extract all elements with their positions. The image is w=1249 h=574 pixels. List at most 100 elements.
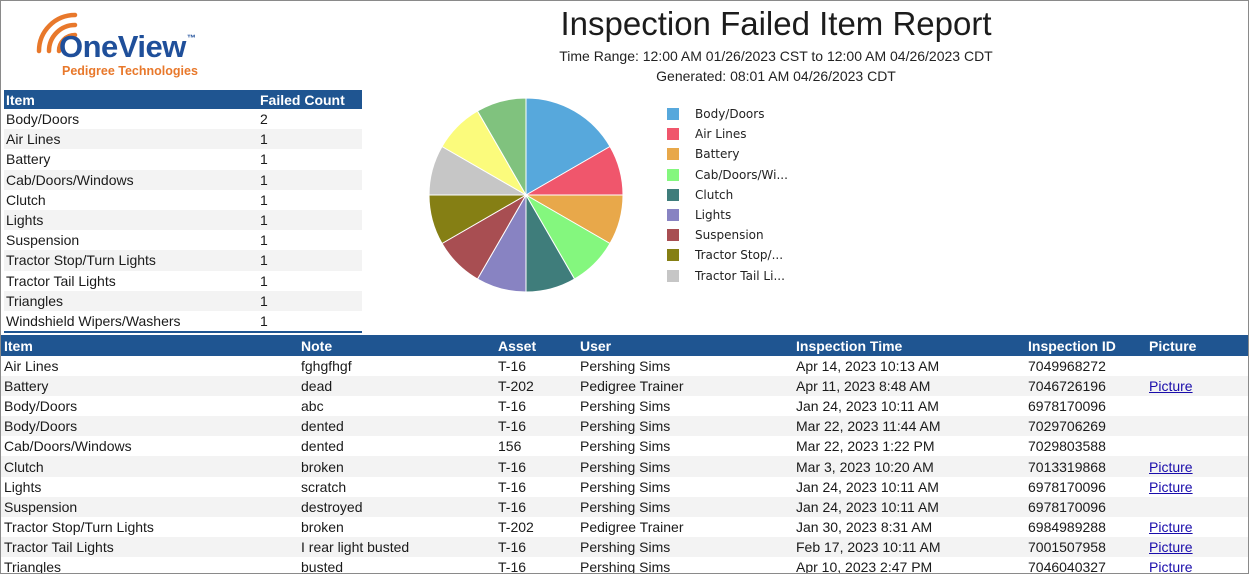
detail-inspection-id-cell: 7013319868	[1025, 456, 1146, 477]
picture-link[interactable]: Picture	[1149, 458, 1193, 475]
detail-item-cell: Tractor Tail Lights	[1, 536, 298, 557]
detail-inspection-time-cell: Mar 22, 2023 1:22 PM	[796, 438, 935, 455]
detail-table: Item Note Asset User Inspection Time Ins…	[1, 335, 1248, 574]
detail-row: Battery dead T-202 Pedigree Trainer Apr 11, …	[1, 376, 1248, 397]
detail-item-cell: Lights	[4, 478, 42, 495]
detail-row: Suspension destroyed T-16 Pershing Sims Jan …	[1, 496, 1248, 517]
detail-note-cell: destroyed	[298, 496, 495, 517]
detail-note-cell: I rear light busted	[298, 536, 495, 557]
detail-user-cell: Pershing Sims	[577, 536, 793, 557]
picture-link[interactable]: Picture	[1149, 538, 1193, 555]
detail-inspection-id-cell: 7001507958	[1025, 536, 1146, 557]
detail-asset-cell: T-16	[498, 358, 527, 375]
summary-row: Body/Doors 2	[4, 109, 362, 129]
summary-item-cell: Body/Doors	[6, 111, 80, 128]
detail-inspection-time-cell: Jan 24, 2023 10:11 AM	[796, 398, 939, 415]
pie-slice-windshield-wipers-washers	[476, 97, 527, 197]
summary-count-cell: 1	[260, 151, 268, 168]
summary-table: Item Failed Count Body/Doors 2 Air Lines 1 B…	[4, 90, 362, 334]
detail-user-cell: Pedigree Trainer	[577, 376, 793, 397]
legend-swatch	[667, 209, 679, 221]
detail-user-cell: Pershing Sims	[577, 456, 793, 477]
detail-inspection-time-cell: Jan 24, 2023 10:11 AM	[793, 496, 1025, 517]
detail-item-cell: Battery	[1, 376, 298, 397]
summary-row: Clutch 1	[4, 190, 362, 210]
detail-item-cell: Body/Doors	[1, 416, 298, 437]
picture-link[interactable]: Picture	[1149, 518, 1193, 535]
logo-wordmark: OneView™	[59, 29, 196, 64]
detail-inspection-time-cell: Apr 11, 2023 8:48 AM	[793, 376, 1025, 397]
detail-user-cell: Pershing Sims	[580, 438, 671, 455]
time-range: Time Range: 12:00 AM 01/26/2023 CST to 1…	[559, 48, 993, 64]
legend-swatch	[667, 269, 679, 282]
detail-asset-cell: T-16	[498, 558, 527, 574]
legend-swatch	[667, 108, 679, 120]
detail-user-cell: Pedigree Trainer	[580, 518, 684, 535]
logo-company: Pedigree Technologies	[62, 64, 198, 78]
summary-item-cell: Tractor Stop/Turn Lights	[4, 250, 258, 271]
summary-count-cell: 1	[260, 191, 268, 208]
detail-row: Air Lines fghgfhgf T-16 Pershing Sims Apr 14…	[1, 356, 1248, 376]
pie-slice-body-doors	[525, 97, 611, 196]
summary-count-cell: 1	[258, 129, 362, 150]
oneview-logo: OneView™ Pedigree Technologies	[31, 9, 251, 81]
legend-swatch	[667, 168, 679, 181]
detail-item-cell: Clutch	[1, 456, 298, 477]
detail-note-cell: scratch	[301, 478, 347, 495]
summary-count-cell: 2	[260, 111, 268, 128]
detail-picture-cell	[1146, 496, 1248, 517]
detail-note-cell: busted	[301, 558, 344, 574]
detail-inspection-time-cell: Apr 14, 2023 10:13 AM	[796, 358, 940, 375]
legend-label: Clutch	[695, 187, 734, 202]
detail-header-row: Item Note Asset User Inspection Time Ins…	[1, 335, 1248, 356]
detail-row: Body/Doors dented T-16 Pershing Sims Mar 22,…	[1, 416, 1248, 437]
detail-note-cell: fghgfhgf	[301, 358, 352, 375]
detail-asset-cell: T-16	[495, 496, 577, 517]
detail-picture-cell: Picture	[1146, 376, 1248, 397]
detail-picture-cell: Picture	[1146, 456, 1248, 477]
signal-arcs-icon	[36, 12, 78, 54]
detail-user-cell: Pershing Sims	[577, 496, 793, 517]
detail-header-asset: Asset	[495, 335, 577, 356]
detail-inspection-id-cell: 7046040327	[1028, 558, 1106, 574]
detail-row: Triangles busted T-16 Pershing Sims Apr 10, …	[1, 557, 1248, 574]
summary-count-cell: 1	[258, 290, 362, 311]
legend-label: Air Lines	[695, 127, 747, 142]
summary-header-row: Item Failed Count	[4, 90, 362, 109]
summary-row: Cab/Doors/Windows 1	[4, 169, 362, 190]
summary-count-cell: 1	[260, 312, 268, 329]
detail-inspection-time-cell: Apr 10, 2023 2:47 PM	[796, 558, 933, 574]
picture-link[interactable]: Picture	[1149, 478, 1193, 495]
detail-inspection-id-cell: 6978170096	[1028, 478, 1106, 495]
detail-user-cell: Pershing Sims	[580, 478, 671, 495]
picture-link[interactable]: Picture	[1149, 378, 1193, 395]
legend-label: Suspension	[695, 228, 764, 243]
detail-picture-cell: Picture	[1146, 557, 1248, 574]
legend-swatch	[667, 128, 679, 141]
detail-picture-cell	[1146, 396, 1248, 416]
detail-asset-cell: T-16	[498, 478, 527, 495]
detail-asset-cell: 156	[498, 438, 522, 455]
detail-asset-cell: T-16	[495, 416, 577, 437]
generated-timestamp: Generated: 08:01 AM 04/26/2023 CDT	[656, 68, 896, 84]
picture-link[interactable]: Picture	[1149, 558, 1193, 574]
detail-note-cell: broken	[301, 518, 344, 535]
detail-inspection-id-cell: 7029706269	[1025, 416, 1146, 437]
detail-row: Cab/Doors/Windows dented 156 Pershing Sims M…	[1, 436, 1248, 456]
detail-row: Clutch broken T-16 Pershing Sims Mar 3, 2023…	[1, 456, 1248, 477]
summary-item-cell: Suspension	[6, 232, 80, 249]
summary-count-cell: 1	[260, 232, 268, 249]
summary-row: Tractor Stop/Turn Lights 1	[4, 250, 362, 271]
detail-inspection-time-cell: Mar 3, 2023 10:20 AM	[793, 456, 1025, 477]
detail-header-inspection-id: Inspection ID	[1025, 335, 1146, 356]
detail-user-cell: Pershing Sims	[580, 358, 671, 375]
summary-row: Windshield Wipers/Washers 1	[4, 311, 362, 332]
detail-inspection-time-cell: Jan 24, 2023 10:11 AM	[796, 478, 939, 495]
detail-asset-cell: T-16	[495, 536, 577, 557]
summary-count-cell: 1	[258, 209, 362, 231]
detail-header-user: User	[577, 335, 793, 356]
detail-picture-cell	[1146, 356, 1248, 376]
legend-swatch	[667, 188, 679, 201]
detail-picture-cell: Picture	[1146, 536, 1248, 557]
